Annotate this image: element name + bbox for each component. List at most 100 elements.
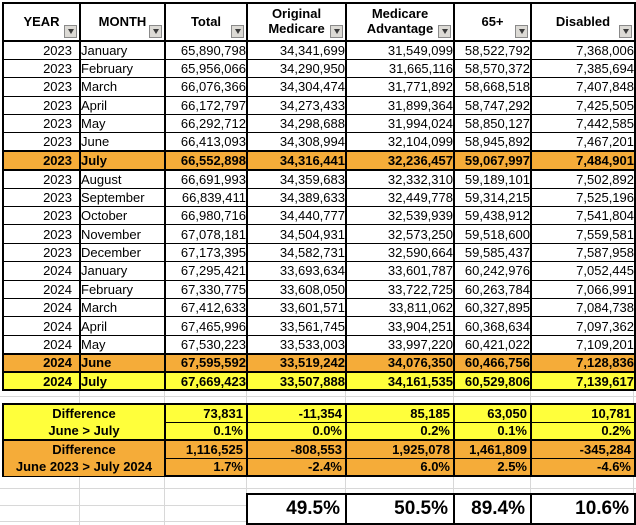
total-cell[interactable]: 66,076,366 xyxy=(164,77,248,97)
total-cell[interactable]: 66,172,797 xyxy=(164,95,248,116)
total-cell[interactable]: 65,890,798 xyxy=(164,40,248,60)
medicare-advantage-cell[interactable]: 34,161,535 xyxy=(345,371,455,392)
disabled-diff-cell[interactable]: 10,781 xyxy=(530,403,636,423)
age-65-plus-cell[interactable]: 58,522,792 xyxy=(453,40,532,60)
column-header[interactable]: YEAR xyxy=(2,2,81,42)
disabled-cell[interactable]: 7,407,848 xyxy=(530,77,636,97)
column-header[interactable]: 65+ xyxy=(453,2,532,42)
total-cell[interactable]: 67,078,181 xyxy=(164,224,248,244)
medicare-advantage-cell[interactable]: 34,076,350 xyxy=(345,352,455,374)
medicare-advantage-cell[interactable]: 33,904,251 xyxy=(345,316,455,336)
disabled-cell[interactable]: 7,109,201 xyxy=(530,334,636,355)
total-cell[interactable]: 67,669,423 xyxy=(164,371,248,392)
total-diff-cell[interactable]: 1,116,525 xyxy=(164,439,248,459)
medicare-advantage-cell[interactable]: 32,236,457 xyxy=(345,150,455,171)
total-cell[interactable]: 65,956,066 xyxy=(164,58,248,79)
original-medicare-cell[interactable]: 34,440,777 xyxy=(246,206,347,226)
month-cell[interactable]: May xyxy=(79,334,166,355)
filter-button[interactable] xyxy=(619,25,632,38)
year-cell[interactable]: 2023 xyxy=(2,77,81,97)
year-cell[interactable]: 2023 xyxy=(2,114,81,134)
original-medicare-cell[interactable]: 33,519,242 xyxy=(246,352,347,374)
total-cell[interactable]: 67,465,996 xyxy=(164,316,248,336)
original-medicare-cell[interactable]: 33,601,571 xyxy=(246,297,347,318)
disabled-cell[interactable]: 7,502,892 xyxy=(530,169,636,189)
age-65-plus-cell[interactable]: 60,242,976 xyxy=(453,261,532,281)
disabled-cell[interactable]: 7,139,617 xyxy=(530,371,636,392)
age-65-plus-cell[interactable]: 58,570,372 xyxy=(453,58,532,79)
disabled-cell[interactable]: 7,559,581 xyxy=(530,224,636,244)
year-cell[interactable]: 2023 xyxy=(2,224,81,244)
age-65-plus-cell[interactable]: 60,368,634 xyxy=(453,316,532,336)
age-65-plus-cell[interactable]: 59,314,215 xyxy=(453,187,532,208)
filter-button[interactable] xyxy=(438,25,451,38)
total-cell[interactable]: 67,330,775 xyxy=(164,279,248,299)
age-65-plus-diff-cell[interactable]: 1,461,809 xyxy=(453,439,532,459)
medicare-advantage-cell[interactable]: 33,601,787 xyxy=(345,261,455,281)
age-65-plus-cell[interactable]: 58,747,292 xyxy=(453,95,532,116)
month-cell[interactable]: January xyxy=(79,40,166,60)
disabled-cell[interactable]: 7,084,738 xyxy=(530,297,636,318)
total-cell[interactable]: 67,595,592 xyxy=(164,352,248,374)
medicare-advantage-share-cell[interactable]: 50.5% xyxy=(345,493,455,525)
filter-button[interactable] xyxy=(515,25,528,38)
year-cell[interactable]: 2023 xyxy=(2,132,81,152)
age-65-plus-cell[interactable]: 58,945,892 xyxy=(453,132,532,152)
year-cell[interactable]: 2023 xyxy=(2,242,81,263)
original-medicare-cell[interactable]: 34,359,683 xyxy=(246,169,347,189)
filter-button[interactable] xyxy=(231,25,244,38)
year-cell[interactable]: 2024 xyxy=(2,297,81,318)
original-medicare-cell[interactable]: 34,273,433 xyxy=(246,95,347,116)
age-65-plus-cell[interactable]: 60,529,806 xyxy=(453,371,532,392)
month-cell[interactable]: December xyxy=(79,242,166,263)
total-cell[interactable]: 66,552,898 xyxy=(164,150,248,171)
disabled-cell[interactable]: 7,442,585 xyxy=(530,114,636,134)
original-medicare-share-cell[interactable]: 49.5% xyxy=(246,493,347,525)
month-cell[interactable]: April xyxy=(79,95,166,116)
medicare-advantage-cell[interactable]: 31,549,099 xyxy=(345,40,455,60)
summary-label-cell[interactable]: Difference June > July xyxy=(2,403,166,441)
original-medicare-diff-pct-cell[interactable]: -2.4% xyxy=(246,457,347,477)
total-cell[interactable]: 67,295,421 xyxy=(164,261,248,281)
month-cell[interactable]: October xyxy=(79,206,166,226)
year-cell[interactable]: 2024 xyxy=(2,261,81,281)
disabled-cell[interactable]: 7,425,505 xyxy=(530,95,636,116)
original-medicare-cell[interactable]: 34,582,731 xyxy=(246,242,347,263)
original-medicare-cell[interactable]: 34,304,474 xyxy=(246,77,347,97)
column-header[interactable]: MONTH xyxy=(79,2,166,42)
age-65-plus-share-cell[interactable]: 89.4% xyxy=(453,493,532,525)
original-medicare-cell[interactable]: 34,504,931 xyxy=(246,224,347,244)
total-cell[interactable]: 66,839,411 xyxy=(164,187,248,208)
filter-button[interactable] xyxy=(149,25,162,38)
year-cell[interactable]: 2024 xyxy=(2,279,81,299)
total-cell[interactable]: 66,980,716 xyxy=(164,206,248,226)
original-medicare-cell[interactable]: 34,316,441 xyxy=(246,150,347,171)
disabled-diff-cell[interactable]: -345,284 xyxy=(530,439,636,459)
column-header[interactable]: Total xyxy=(164,2,248,42)
disabled-cell[interactable]: 7,467,201 xyxy=(530,132,636,152)
original-medicare-cell[interactable]: 33,533,003 xyxy=(246,334,347,355)
medicare-advantage-cell[interactable]: 31,771,892 xyxy=(345,77,455,97)
age-65-plus-diff-cell[interactable]: 63,050 xyxy=(453,403,532,423)
month-cell[interactable]: April xyxy=(79,316,166,336)
disabled-cell[interactable]: 7,385,694 xyxy=(530,58,636,79)
disabled-cell[interactable]: 7,587,958 xyxy=(530,242,636,263)
original-medicare-cell[interactable]: 34,389,633 xyxy=(246,187,347,208)
year-cell[interactable]: 2024 xyxy=(2,352,81,374)
age-65-plus-cell[interactable]: 59,585,437 xyxy=(453,242,532,263)
year-cell[interactable]: 2023 xyxy=(2,206,81,226)
medicare-advantage-cell[interactable]: 31,665,116 xyxy=(345,58,455,79)
medicare-advantage-cell[interactable]: 32,332,310 xyxy=(345,169,455,189)
filter-button[interactable] xyxy=(330,25,343,38)
medicare-advantage-cell[interactable]: 32,104,099 xyxy=(345,132,455,152)
disabled-cell[interactable]: 7,097,362 xyxy=(530,316,636,336)
disabled-diff-pct-cell[interactable]: 0.2% xyxy=(530,421,636,441)
year-cell[interactable]: 2023 xyxy=(2,150,81,171)
age-65-plus-cell[interactable]: 59,067,997 xyxy=(453,150,532,171)
month-cell[interactable]: June xyxy=(79,132,166,152)
medicare-advantage-cell[interactable]: 32,573,250 xyxy=(345,224,455,244)
age-65-plus-cell[interactable]: 58,850,127 xyxy=(453,114,532,134)
total-cell[interactable]: 67,412,633 xyxy=(164,297,248,318)
disabled-cell[interactable]: 7,066,991 xyxy=(530,279,636,299)
original-medicare-cell[interactable]: 34,308,994 xyxy=(246,132,347,152)
